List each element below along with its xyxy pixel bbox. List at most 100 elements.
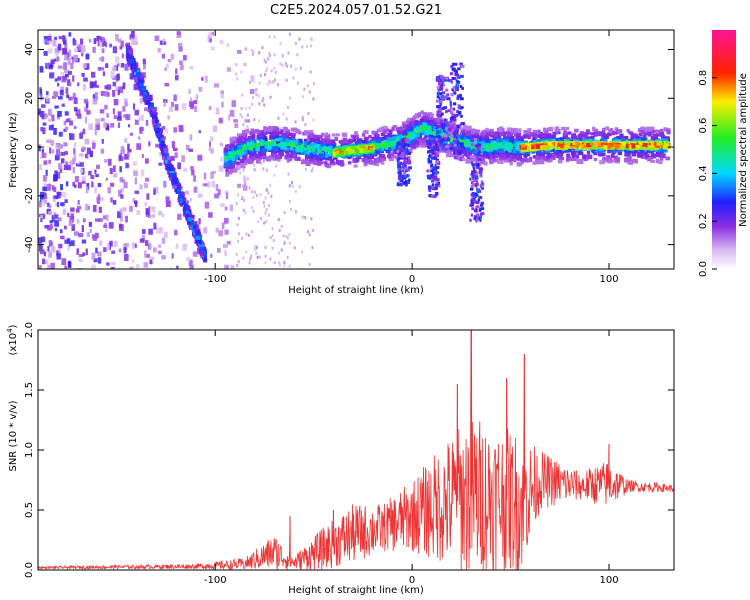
- heat-cell: [294, 189, 297, 193]
- heat-cell: [537, 134, 542, 139]
- heat-cell: [605, 126, 610, 131]
- heat-cell: [550, 135, 555, 139]
- heat-cell: [469, 145, 473, 150]
- heat-cell: [653, 142, 658, 146]
- heat-cell: [304, 130, 309, 135]
- heat-cell: [39, 249, 45, 255]
- heat-cell: [642, 151, 648, 156]
- heat-cell: [139, 77, 144, 82]
- heat-cell: [656, 158, 660, 164]
- heat-cell: [125, 114, 131, 121]
- heat-cell: [439, 128, 445, 134]
- heat-cell: [133, 200, 138, 204]
- heat-cell: [602, 130, 606, 134]
- heat-cell: [127, 143, 130, 150]
- heat-cell: [39, 66, 44, 73]
- heat-cell: [312, 82, 315, 86]
- heat-cell: [239, 171, 242, 175]
- heat-cell: [580, 131, 585, 135]
- heat-cell: [408, 148, 413, 153]
- heat-cell: [290, 127, 295, 132]
- heat-cell: [436, 142, 440, 146]
- heat-cell: [375, 158, 380, 163]
- heat-cell: [266, 145, 272, 151]
- heat-cell: [415, 128, 421, 133]
- heat-cell: [190, 220, 194, 225]
- heat-cell: [47, 48, 53, 54]
- heat-cell: [133, 161, 137, 166]
- heat-cell: [301, 250, 304, 254]
- heat-cell: [269, 183, 272, 187]
- heat-cell: [547, 159, 553, 163]
- heat-cell: [120, 215, 124, 222]
- heat-cell: [141, 89, 146, 93]
- heat-cell: [198, 238, 202, 244]
- heat-cell: [266, 82, 269, 86]
- heat-cell: [383, 134, 389, 139]
- heat-cell: [409, 122, 413, 127]
- heat-cell: [66, 165, 72, 171]
- heat-cell: [590, 132, 595, 136]
- heat-cell: [81, 146, 86, 151]
- heat-cell: [124, 253, 129, 261]
- heat-cell: [193, 224, 197, 230]
- heat-cell: [194, 105, 198, 112]
- heat-cell: [99, 109, 105, 114]
- heat-cell: [51, 149, 54, 154]
- heat-cell: [131, 61, 137, 66]
- heat-cell: [304, 150, 308, 154]
- heat-cell: [403, 130, 408, 135]
- heat-cell: [308, 263, 311, 267]
- heat-cell: [188, 259, 193, 267]
- heat-cell: [468, 158, 473, 164]
- heat-cell: [71, 157, 76, 165]
- heat-cell: [259, 217, 262, 221]
- heat-cell: [249, 257, 252, 261]
- heat-cell: [127, 149, 132, 153]
- heat-cell: [229, 204, 233, 212]
- heat-cell: [84, 153, 87, 158]
- heat-cell: [155, 124, 160, 129]
- heat-cell: [237, 232, 240, 236]
- heat-cell: [244, 119, 247, 123]
- heat-cell: [53, 198, 56, 203]
- heat-cell: [615, 139, 620, 144]
- heat-cell: [320, 132, 325, 137]
- heat-cell: [593, 152, 598, 156]
- heat-cell: [471, 134, 476, 140]
- heat-cell: [93, 38, 97, 45]
- heat-cell: [262, 97, 265, 101]
- heat-cell: [320, 138, 326, 142]
- heat-cell: [91, 264, 97, 269]
- heat-cell: [371, 150, 376, 156]
- heat-cell: [613, 131, 618, 135]
- heat-cell: [654, 153, 659, 158]
- heat-cell: [57, 82, 60, 87]
- heat-cell: [249, 149, 255, 153]
- heat-cell: [74, 48, 78, 53]
- heat-cell: [420, 110, 424, 115]
- heat-cell: [116, 63, 120, 67]
- heat-cell: [91, 181, 94, 188]
- heat-cell: [175, 68, 178, 75]
- heat-cell: [268, 156, 272, 161]
- heat-cell: [324, 149, 330, 153]
- heat-cell: [278, 137, 283, 142]
- heat-cell: [328, 153, 332, 157]
- heat-cell: [57, 110, 62, 117]
- heat-cell: [145, 208, 151, 215]
- heat-cell: [39, 164, 42, 171]
- heat-cell: [277, 83, 280, 87]
- heat-cell: [458, 139, 464, 144]
- heat-cell: [261, 147, 266, 153]
- heat-cell: [496, 131, 500, 137]
- heat-cell: [327, 156, 333, 161]
- heat-cell: [316, 160, 322, 166]
- heat-cell: [196, 237, 200, 243]
- heat-cell: [292, 127, 298, 132]
- heat-cell: [313, 137, 319, 143]
- heat-cell: [501, 128, 505, 132]
- heat-cell: [49, 147, 52, 154]
- heat-cell: [592, 141, 597, 147]
